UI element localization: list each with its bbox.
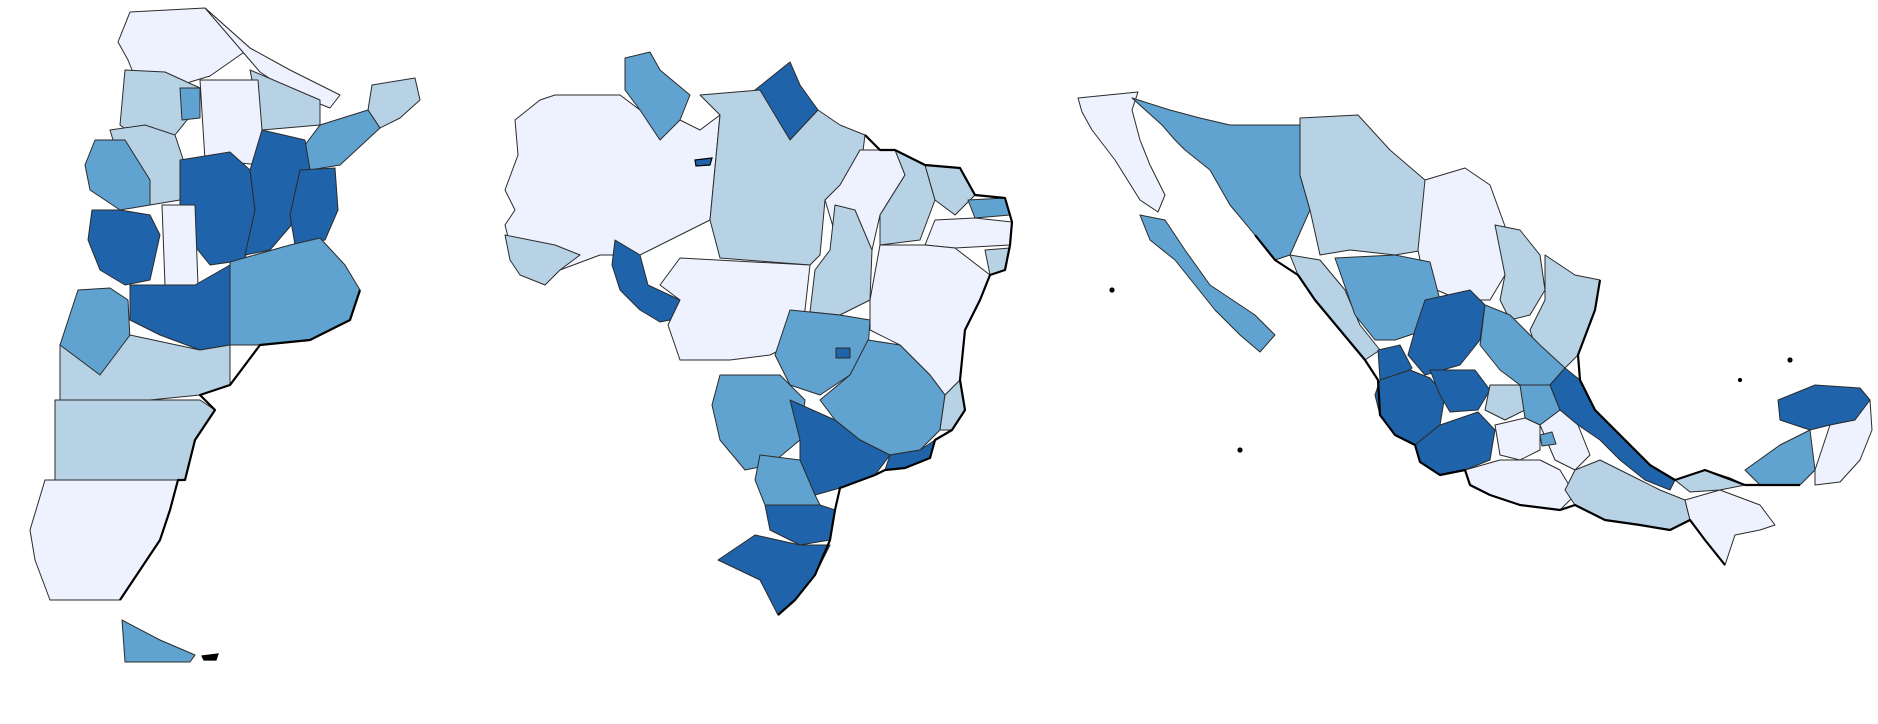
region-br-df [835, 347, 851, 359]
region-ar-sanluis [161, 204, 199, 286]
region-mx-nuevoleon [1494, 224, 1546, 321]
region-ar-entrerios [289, 167, 339, 246]
region-mx-zacatecas [1407, 289, 1486, 376]
region-br-matogrosso [659, 257, 811, 361]
region-br-rgs [717, 534, 831, 616]
region-ar-tierradelfuego [121, 619, 196, 663]
region-ar-chubut [54, 399, 216, 481]
region-mx-puebla [1539, 409, 1591, 471]
region-mx-oaxaca [1564, 459, 1691, 531]
coastline-mx-gulf [1576, 279, 1800, 487]
region-mx-edomex [1494, 417, 1541, 461]
region-ar-larioja [84, 139, 151, 211]
region-mx-quintanaroo [1814, 399, 1873, 486]
region-ar-misiones [367, 77, 421, 129]
argentina-map [29, 7, 421, 663]
region-br-ms [711, 374, 806, 471]
region-ar-santafe [244, 129, 311, 256]
region-mx-chihuahua [1299, 114, 1426, 256]
island-ar-staten [201, 653, 219, 661]
region-mx-guerrero [1464, 459, 1576, 511]
region-br-pernambuco [924, 217, 1013, 249]
region-mx-tamaulipas [1529, 254, 1601, 369]
region-br-acre [504, 234, 581, 286]
region-mx-sonora [1131, 97, 1311, 261]
region-ar-sanjuan [87, 209, 161, 286]
region-mx-campeche [1744, 429, 1816, 486]
region-ar-santacruz [29, 479, 179, 601]
region-mx-colima [1539, 431, 1557, 447]
island-mx-4 [1737, 377, 1743, 383]
island-mx-1 [1109, 287, 1115, 293]
coastline-ar [119, 289, 362, 601]
island-mx-2 [1237, 447, 1243, 453]
coastline-br [777, 134, 1014, 616]
island-br-marajo [694, 157, 713, 167]
region-br-roraima [624, 51, 691, 141]
region-mx-guanajuato [1429, 369, 1491, 413]
region-mx-bajasur [1139, 214, 1276, 353]
brazil-map [504, 51, 1014, 616]
region-ar-tucuman [179, 87, 201, 121]
island-mx-3 [1787, 357, 1793, 363]
region-ar-formosa [204, 7, 341, 109]
region-br-santacatarina [764, 504, 836, 546]
coastline-mx [1254, 234, 1726, 566]
mexico-map [1077, 91, 1873, 566]
region-mx-chiapas [1684, 489, 1776, 566]
region-mx-baja [1077, 91, 1166, 213]
region-mx-queretaro [1484, 384, 1526, 421]
region-br-rn [967, 197, 1011, 219]
